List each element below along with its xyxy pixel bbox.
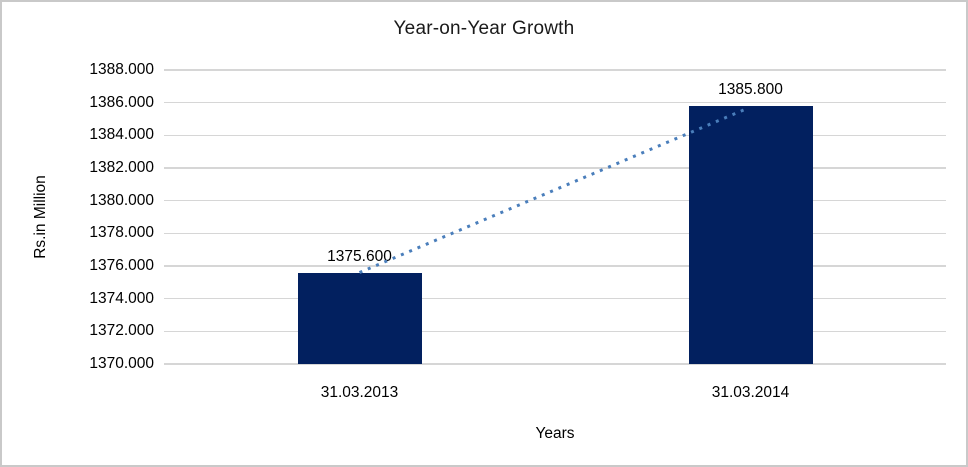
y-tick-label: 1382.000 [89, 159, 154, 176]
x-tick-label: 31.03.2013 [320, 384, 399, 401]
gridline [164, 167, 946, 169]
y-tick-label: 1370.000 [89, 355, 154, 372]
gridline [164, 199, 946, 202]
y-tick-label: 1384.000 [89, 126, 154, 144]
y-tick-label: 1378.000 [89, 224, 154, 242]
y-tick-label: 1380.000 [89, 191, 154, 209]
gridline [164, 134, 946, 137]
chart-title: Year-on-Year Growth [393, 18, 575, 39]
y-tick-label: 1388.000 [89, 61, 154, 78]
bar-value-label: 1375.600 [327, 247, 392, 265]
y-tick-label: 1372.000 [89, 322, 154, 340]
bar-value-label: 1385.800 [718, 80, 783, 98]
gridline [164, 297, 946, 300]
gridline [164, 232, 946, 235]
y-tick-label: 1386.000 [89, 93, 154, 111]
bar [688, 105, 813, 364]
gridline [164, 69, 946, 71]
bar [297, 272, 422, 364]
gridline [164, 265, 946, 267]
x-axis-title: Years [535, 425, 575, 442]
gridline [164, 101, 946, 104]
y-tick-label: 1374.000 [89, 289, 154, 307]
gridline [164, 363, 946, 365]
x-tick-label: 31.03.2014 [711, 384, 790, 401]
gridline [164, 330, 946, 333]
y-tick-label: 1376.000 [89, 257, 154, 274]
